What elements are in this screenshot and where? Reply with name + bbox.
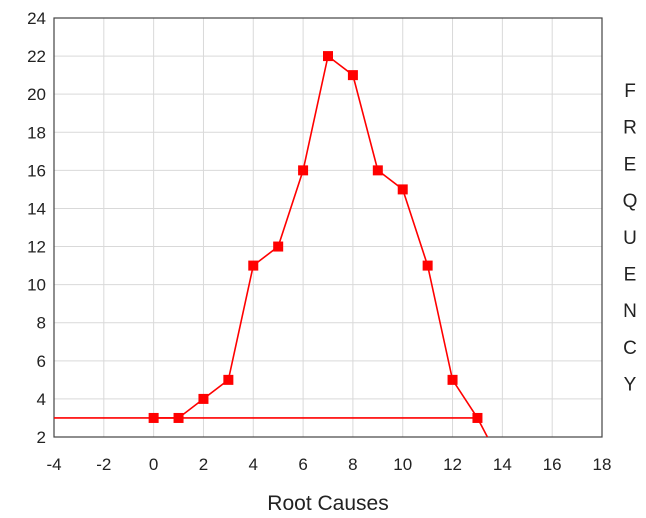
y-tick-label: 2 [37,428,46,447]
y-axis-title-letter: E [624,154,637,175]
x-tick-label: -2 [96,455,111,474]
x-tick-label: 18 [593,455,612,474]
x-tick-label: 8 [348,455,357,474]
y-tick-label: 20 [27,85,46,104]
data-point [397,184,408,195]
x-tick-label: 14 [493,455,512,474]
data-point [447,374,458,385]
data-point [372,165,383,176]
data-point [298,165,309,176]
y-tick-label: 8 [37,314,46,333]
data-point [248,260,259,271]
y-tick-label: 22 [27,47,46,66]
data-point [323,51,333,62]
data-point [347,70,358,81]
y-axis-title-letter: F [624,81,636,102]
grid [53,17,603,438]
y-tick-label: 12 [27,238,46,257]
y-axis-title-letter: E [624,265,637,286]
y-tick-label: 14 [27,199,46,218]
x-tick-label: 4 [249,455,258,474]
data-point [148,412,159,423]
y-tick-label: 10 [27,276,46,295]
y-axis-title-letter: R [623,118,637,139]
y-tick-label: 4 [37,390,46,409]
x-tick-label: 12 [443,455,462,474]
y-tick-label: 24 [27,9,46,28]
data-point [472,412,483,423]
series-line [153,54,479,419]
y-axis-title-letter: Q [623,191,638,212]
x-tick-label: 6 [298,455,307,474]
y-tick-label: 6 [37,352,46,371]
x-tick-label: 2 [199,455,208,474]
series [54,51,489,437]
x-tick-label: 16 [543,455,562,474]
data-point [198,393,209,404]
data-point [422,260,433,271]
trend-line [54,417,489,437]
data-point [273,241,284,252]
x-axis-title: Root Causes [267,492,388,515]
y-axis-title-letter: U [623,228,637,249]
data-point [173,412,184,423]
y-axis-title-letter: C [623,338,637,359]
x-tick-label: 10 [393,455,412,474]
y-tick-label: 18 [27,123,46,142]
plot-area-frame [53,17,603,438]
data-point [223,374,234,385]
x-tick-label: 0 [149,455,158,474]
x-tick-label: -4 [46,455,61,474]
y-axis-title-letter: Y [624,375,637,396]
y-axis-title-letter: N [623,301,637,322]
y-tick-label: 16 [27,161,46,180]
